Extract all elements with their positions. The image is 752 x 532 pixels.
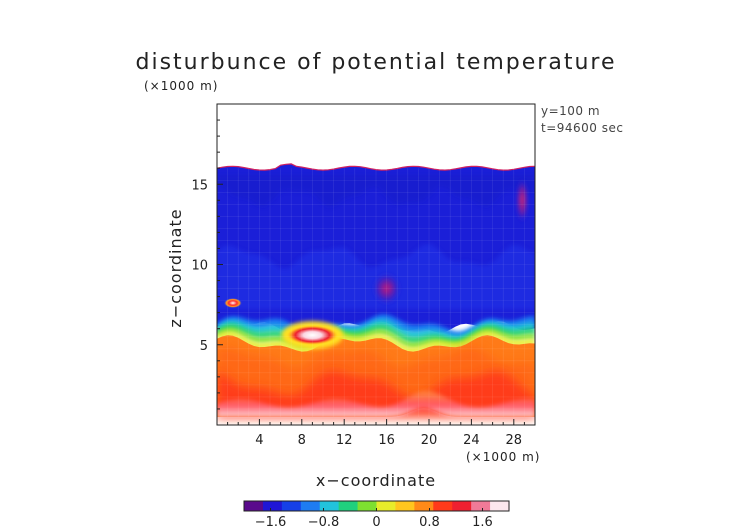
x-tick-label: 28 — [506, 433, 523, 448]
chart-title: disturbunce of potential temperature — [136, 50, 617, 75]
y-axis-ticks: 5 10 15 — [191, 119, 223, 410]
colorbar-tick-label: −1.6 — [255, 515, 287, 530]
surface-layer — [217, 391, 535, 417]
colorbar-tick-label: 0.8 — [419, 515, 440, 530]
colorbar-tick-label: 0 — [372, 515, 380, 530]
colorbar-swatch — [244, 501, 264, 511]
x-tick-label: 12 — [336, 433, 353, 448]
maximum-cell — [286, 325, 339, 346]
colorbar-swatch — [300, 501, 321, 511]
colorbar-swatch — [262, 501, 283, 511]
colorbar-swatch — [319, 501, 340, 511]
colorbar-ticks: −1.6 −0.8 0 0.8 1.6 — [255, 508, 493, 530]
y-tick-label: 10 — [191, 259, 208, 274]
y-unit-label: (×1000 m) — [144, 79, 218, 93]
colorbar-tick-label: 1.6 — [472, 515, 493, 530]
top-boundary-line — [217, 163, 535, 171]
minimum-cell-right — [516, 178, 529, 223]
negative-layer-shade — [217, 244, 535, 310]
minimum-cell — [372, 272, 401, 305]
y-tick-label: 5 — [200, 339, 208, 354]
colorbar-swatch — [395, 501, 415, 511]
x-tick-label: 16 — [378, 433, 395, 448]
colorbar-swatch — [433, 501, 453, 511]
y-axis-label: z−coordinate — [166, 208, 185, 327]
annotation-time: t=94600 sec — [541, 121, 623, 135]
colorbar-swatch — [281, 501, 302, 511]
x-tick-label: 4 — [255, 433, 263, 448]
x-tick-label: 20 — [421, 433, 438, 448]
y-tick-label: 15 — [191, 178, 208, 193]
x-axis-ticks: 4 8 12 16 20 24 28 — [227, 419, 525, 448]
grid-lines — [217, 168, 535, 417]
colorbar-swatch — [471, 501, 491, 511]
x-unit-label: (×1000 m) — [466, 450, 540, 464]
x-tick-label: 24 — [463, 433, 480, 448]
colorbar-swatch — [490, 501, 510, 511]
negative-layer-upper-shade — [217, 174, 535, 208]
contour-field — [217, 163, 535, 417]
colorbar-swatch — [452, 501, 472, 511]
colorbar-swatch — [357, 501, 378, 511]
colorbar-swatch — [376, 501, 397, 511]
x-axis-label: x−coordinate — [316, 471, 436, 490]
colorbar-tick-label: −0.8 — [308, 515, 340, 530]
maximum-cell-left — [223, 298, 242, 309]
x-tick-label: 8 — [298, 433, 306, 448]
annotation-y-position: y=100 m — [541, 104, 600, 118]
colorbar-swatch — [338, 501, 359, 511]
colorbar-swatch — [414, 501, 434, 511]
plot-area — [217, 104, 535, 425]
